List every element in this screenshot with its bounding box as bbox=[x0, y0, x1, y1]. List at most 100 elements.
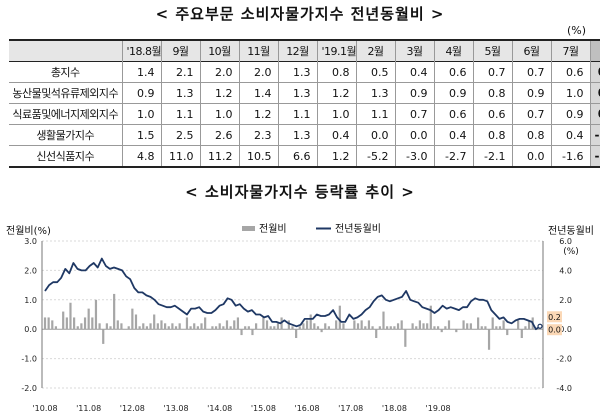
table-cell: 0.9 bbox=[550, 103, 590, 125]
end-label-box-yoy bbox=[547, 311, 562, 323]
bar-mom bbox=[269, 326, 272, 330]
y-tick-label-right: 6.0 bbox=[559, 237, 572, 246]
table-cell: -2.1 bbox=[472, 145, 512, 167]
table-cell: 2.6 bbox=[199, 124, 239, 146]
table-cell: 1.3 bbox=[277, 61, 317, 83]
table-cell: 0.0 bbox=[394, 124, 434, 146]
bar-mom bbox=[422, 323, 425, 330]
column-header: 4월 bbox=[433, 40, 473, 62]
bar-mom bbox=[429, 305, 432, 330]
table-cell: 0.0 bbox=[355, 124, 395, 146]
bar-mom bbox=[54, 326, 58, 330]
bar-mom bbox=[367, 320, 371, 330]
y-tick-label-left: -1.0 bbox=[21, 355, 37, 364]
row-label: 농산물및석유류제외지수 bbox=[12, 87, 119, 100]
bar-mom bbox=[145, 326, 149, 330]
bar-mom bbox=[298, 326, 301, 330]
table-cell: -5.2 bbox=[355, 145, 395, 167]
table-cell: 1.1 bbox=[160, 103, 200, 125]
bar-mom bbox=[105, 323, 108, 330]
end-label-box-mom bbox=[547, 324, 562, 336]
bar-mom bbox=[276, 323, 280, 330]
table-cell: 2.0 bbox=[199, 61, 239, 83]
column-header: 6월 bbox=[511, 40, 551, 62]
bar-mom bbox=[65, 317, 68, 330]
table-cell: 1.2 bbox=[316, 82, 356, 104]
bar-mom bbox=[324, 323, 327, 330]
table-cell: 1.3 bbox=[355, 82, 395, 104]
bar-mom bbox=[109, 326, 112, 330]
table-cell: 0.8 bbox=[316, 61, 356, 83]
bar-mom bbox=[178, 323, 181, 330]
bar-mom bbox=[393, 326, 396, 330]
y-tick-label-right: 0.0 bbox=[559, 325, 572, 334]
bar-mom bbox=[418, 320, 421, 330]
legend-swatch-bar bbox=[242, 226, 255, 231]
bar-mom bbox=[415, 326, 418, 330]
bar-mom bbox=[80, 323, 83, 330]
bar-mom bbox=[167, 326, 170, 330]
table-cell: -3.0 bbox=[394, 145, 434, 167]
x-tick-label: '19.08 bbox=[426, 404, 451, 413]
column-header: 3월 bbox=[394, 40, 434, 62]
column-header: 8월 bbox=[589, 40, 600, 62]
table-cell: -13.9 bbox=[589, 145, 600, 167]
bar-mom bbox=[302, 323, 305, 330]
bar-mom bbox=[375, 329, 378, 339]
left-axis-label: 전월비(%) bbox=[6, 225, 51, 237]
x-tick-label: '12.08 bbox=[120, 404, 145, 413]
column-header: '19.1월 bbox=[316, 40, 356, 62]
y-tick-label-right: -2.0 bbox=[556, 355, 572, 364]
bar-mom bbox=[506, 329, 509, 336]
bar-mom bbox=[156, 323, 159, 330]
table-cell: 0.0 bbox=[589, 61, 600, 83]
bar-mom bbox=[185, 317, 189, 330]
y-tick-label-right: 4.0 bbox=[559, 266, 572, 275]
table-cell: 1.5 bbox=[121, 124, 161, 146]
bar-mom bbox=[113, 293, 116, 330]
table-row: 신선식품지수 4.8 11.0 11.2 10.5 6.6 1.2 -5.2 -3.0 -2.7-… bbox=[9, 145, 600, 167]
row-label: 생활물가지수 bbox=[36, 129, 95, 142]
x-tick-label: '13.08 bbox=[163, 404, 188, 413]
bar-mom bbox=[174, 326, 178, 330]
point-yoy-end bbox=[537, 323, 543, 329]
table-cell: 0.7 bbox=[511, 61, 551, 83]
bar-mom bbox=[51, 320, 54, 330]
table-cell: 2.5 bbox=[160, 124, 200, 146]
table-title: < 주요부문 소비자물가지수 전년동월비 > bbox=[155, 5, 445, 23]
table-cell: 0.7 bbox=[511, 103, 551, 125]
bar-mom bbox=[520, 329, 523, 339]
table-cell: 0.8 bbox=[589, 103, 600, 125]
y-tick-label-left: -2.0 bbox=[21, 384, 37, 393]
bar-mom bbox=[396, 323, 400, 330]
bar-mom bbox=[149, 323, 152, 330]
bar-mom bbox=[244, 326, 247, 330]
x-tick-label: '15.08 bbox=[251, 404, 276, 413]
column-header: 12월 bbox=[277, 40, 317, 62]
table-cell: 1.1 bbox=[277, 103, 317, 125]
bar-mom bbox=[495, 326, 498, 330]
bar-mom bbox=[193, 323, 196, 330]
table-cell: 1.0 bbox=[199, 103, 239, 125]
x-tick-label: '18.08 bbox=[382, 404, 407, 413]
table-cell: 0.9 bbox=[433, 82, 473, 104]
bar-mom bbox=[295, 329, 298, 339]
bar-mom bbox=[455, 329, 458, 333]
column-header: '18.8월 bbox=[121, 40, 161, 62]
bar-mom bbox=[262, 317, 265, 330]
bar-mom bbox=[153, 314, 156, 330]
table-row: 총지수1.42.12.02.01.30.80.50.40.60.70.70.60… bbox=[9, 61, 600, 83]
bar-mom bbox=[233, 320, 236, 330]
bar-mom bbox=[273, 326, 276, 330]
line-yoy bbox=[44, 257, 541, 331]
column-header: 9월 bbox=[160, 40, 200, 62]
table-cell: 0.4 bbox=[550, 124, 590, 146]
table-cell: 0.6 bbox=[550, 61, 590, 83]
bar-mom bbox=[447, 320, 451, 330]
bar-mom bbox=[222, 326, 225, 330]
bar-mom bbox=[382, 311, 385, 330]
table-cell: 0.0 bbox=[511, 145, 551, 167]
table-cell: 0.7 bbox=[472, 61, 512, 83]
